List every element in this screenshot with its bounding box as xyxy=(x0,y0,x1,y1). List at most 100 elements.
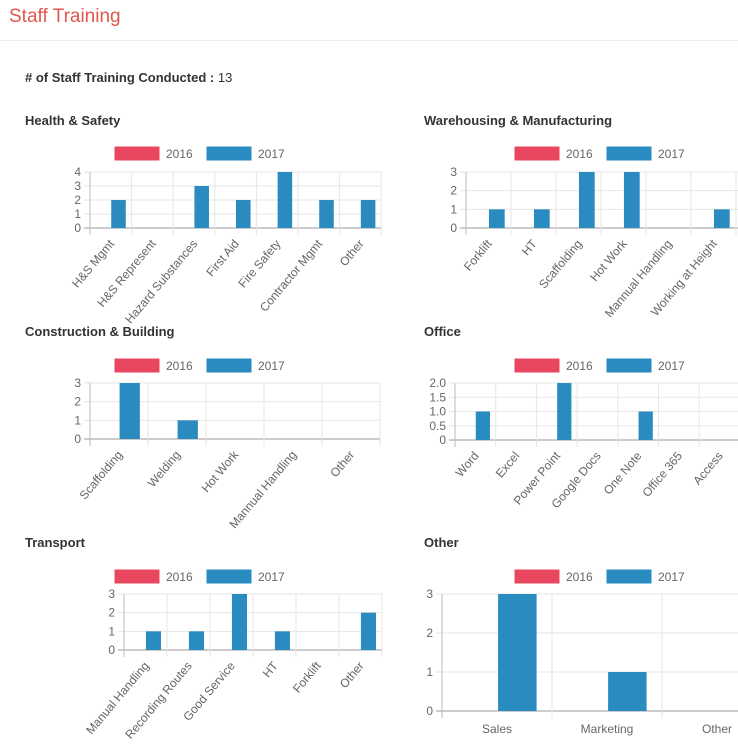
y-tick-label: 2 xyxy=(108,606,115,620)
chart-title-construction: Construction & Building xyxy=(25,324,175,339)
legend-label-2017: 2017 xyxy=(258,359,285,373)
bar-2017 xyxy=(231,594,247,650)
legend-swatch-2017 xyxy=(205,568,253,585)
bar-2017 xyxy=(533,209,550,228)
x-tick-label: Sales xyxy=(482,722,512,736)
legend-swatch-2016 xyxy=(113,357,161,374)
legend-label-2016: 2016 xyxy=(566,570,593,584)
training-count: # of Staff Training Conducted : 13 xyxy=(25,70,232,85)
bar-2017 xyxy=(145,631,161,650)
y-tick-label: 0 xyxy=(439,433,446,447)
legend-swatch-2017 xyxy=(605,145,653,162)
legend-label-2017: 2017 xyxy=(258,147,285,161)
x-tick-label: One Note xyxy=(601,449,645,498)
y-tick-label: 2.0 xyxy=(429,376,446,390)
legend-swatch-2016 xyxy=(513,568,561,585)
y-tick-label: 0 xyxy=(450,221,457,235)
x-tick-label: Forklift xyxy=(290,658,324,695)
y-tick-label: 1 xyxy=(426,665,433,679)
legend-swatch-2016 xyxy=(113,568,161,585)
x-tick-label: Word xyxy=(453,449,482,480)
chart-title-warehousing: Warehousing & Manufacturing xyxy=(424,113,613,128)
legend-swatch-2016 xyxy=(113,145,161,162)
x-tick-label: Welding xyxy=(145,448,183,490)
x-tick-label: Scaffolding xyxy=(536,237,585,291)
y-tick-label: 1 xyxy=(74,207,81,221)
legend-label-2016: 2016 xyxy=(566,147,593,161)
bar-2017 xyxy=(475,411,491,440)
bar-2017 xyxy=(277,172,293,228)
bar-2017 xyxy=(623,172,640,228)
chart-title-office: Office xyxy=(424,324,461,339)
y-tick-label: 1 xyxy=(108,624,115,638)
y-tick-label: 3 xyxy=(74,376,81,390)
legend-label-2017: 2017 xyxy=(258,570,285,584)
bar-2017 xyxy=(111,200,126,228)
divider xyxy=(0,40,738,41)
training-count-value: 13 xyxy=(217,70,233,85)
y-tick-label: 1.5 xyxy=(429,390,446,404)
bar-2017 xyxy=(319,200,334,228)
legend-swatch-2017 xyxy=(205,357,253,374)
legend-swatch-2017 xyxy=(205,145,253,162)
y-tick-label: 3 xyxy=(108,587,115,601)
legend-label-2017: 2017 xyxy=(658,570,685,584)
legend-label-2017: 2017 xyxy=(658,359,685,373)
bar-2017 xyxy=(713,209,730,228)
x-tick-label: Other xyxy=(337,237,367,269)
y-tick-label: 0 xyxy=(74,221,81,235)
bar-2017 xyxy=(188,631,204,650)
x-tick-label: Hot Work xyxy=(587,236,630,284)
bar-2017 xyxy=(274,631,290,650)
x-tick-label: Hot Work xyxy=(199,447,242,495)
y-tick-label: 3 xyxy=(74,179,81,193)
bar-2017 xyxy=(488,209,505,228)
y-tick-label: 4 xyxy=(74,165,81,179)
y-tick-label: 1 xyxy=(450,202,457,216)
x-tick-label: Other xyxy=(702,722,732,736)
y-tick-label: 2 xyxy=(74,193,81,207)
bar-2017 xyxy=(119,383,140,439)
x-tick-label: Hazard Substances xyxy=(122,237,200,326)
x-tick-label: First Aid xyxy=(203,237,242,279)
bar-2017 xyxy=(177,420,198,439)
chart-title-health-safety: Health & Safety xyxy=(25,113,121,128)
bar-2017 xyxy=(498,594,537,711)
bar-2017 xyxy=(360,612,376,650)
y-tick-label: 3 xyxy=(426,587,433,601)
y-tick-label: 2 xyxy=(74,395,81,409)
bar-2017 xyxy=(194,186,209,228)
x-tick-label: Other xyxy=(337,659,367,691)
x-tick-label: Office 365 xyxy=(639,449,685,500)
x-tick-label: HT xyxy=(260,658,281,680)
x-tick-label: Scaffolding xyxy=(77,448,126,502)
bar-2017 xyxy=(360,200,376,228)
legend-label-2016: 2016 xyxy=(166,359,193,373)
y-tick-label: 1.0 xyxy=(429,405,446,419)
y-tick-label: 0 xyxy=(108,643,115,657)
chart-title-other: Other xyxy=(424,535,459,550)
bar-2017 xyxy=(236,200,251,228)
legend-swatch-2016 xyxy=(513,357,561,374)
bar-2017 xyxy=(638,411,653,440)
y-tick-label: 2 xyxy=(450,184,457,198)
x-tick-label: Access xyxy=(690,449,726,488)
bar-2017 xyxy=(608,672,647,711)
chart-title-transport: Transport xyxy=(25,535,85,550)
y-tick-label: 2 xyxy=(426,626,433,640)
legend-label-2016: 2016 xyxy=(566,359,593,373)
bar-2017 xyxy=(578,172,595,228)
legend-label-2017: 2017 xyxy=(658,147,685,161)
bar-2017 xyxy=(557,383,572,440)
x-tick-label: HT xyxy=(519,236,540,258)
y-tick-label: 0 xyxy=(74,432,81,446)
legend-label-2016: 2016 xyxy=(166,570,193,584)
legend-label-2016: 2016 xyxy=(166,147,193,161)
legend-swatch-2017 xyxy=(605,568,653,585)
legend-swatch-2017 xyxy=(605,357,653,374)
training-count-label: # of Staff Training Conducted : xyxy=(25,70,215,85)
